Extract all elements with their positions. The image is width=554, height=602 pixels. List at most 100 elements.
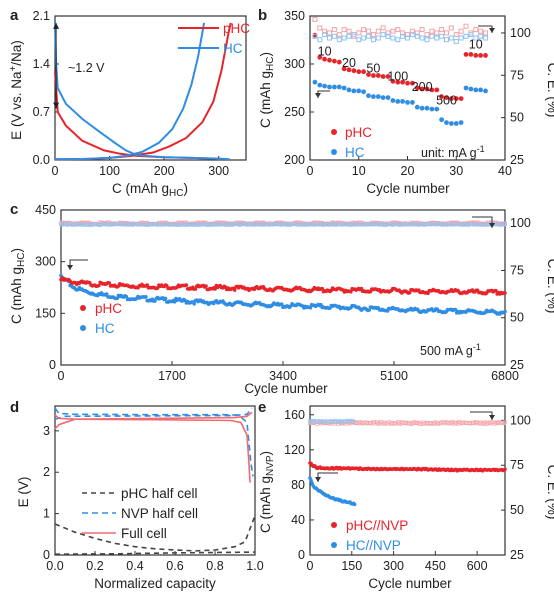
x-tick-label: 0 bbox=[52, 164, 59, 178]
point-hc-ce bbox=[468, 32, 474, 38]
x-tick-label: 1700 bbox=[158, 369, 186, 383]
point-hc-ce bbox=[380, 32, 386, 38]
legend-label-nvp-half-cell: NVP half cell bbox=[121, 506, 198, 521]
legend-label-full-cell: Full cell bbox=[121, 526, 167, 541]
point-hc bbox=[385, 95, 391, 100]
point-hc bbox=[361, 89, 366, 95]
legend-label-hc-b: HC bbox=[345, 145, 365, 160]
point-phc-ce bbox=[483, 30, 488, 36]
point-phc-ce bbox=[453, 32, 459, 38]
point-phc bbox=[165, 283, 169, 288]
point-phc-ce bbox=[409, 28, 415, 34]
x-tick-label: 600 bbox=[467, 559, 488, 573]
panel-letter-b: b bbox=[258, 7, 267, 24]
point-hc-ce bbox=[453, 38, 459, 44]
point-phc-ce bbox=[463, 23, 469, 29]
y-tick-label: 0 bbox=[298, 548, 305, 562]
point-hc bbox=[395, 99, 401, 104]
point-phc-ce bbox=[346, 28, 352, 34]
point-hc-nvp bbox=[309, 478, 313, 483]
point-hc bbox=[341, 85, 347, 91]
rate-annotation-c: 500 mA g-1 bbox=[420, 342, 481, 358]
voltage-gap-arrowhead-top bbox=[53, 22, 60, 29]
point-phc-ce bbox=[434, 30, 440, 36]
x-tick-label: 1.0 bbox=[246, 559, 263, 573]
point-phc bbox=[145, 283, 149, 287]
point-hc-ce bbox=[327, 35, 332, 41]
panel-b-rate-chart: 0 10 20 30 40 200 250 300 350 25 50 75 100 10 20 50 100 2… bbox=[284, 9, 531, 178]
y-right-tick-label: 50 bbox=[510, 503, 524, 517]
ylabel-c: C (mAh gHC) bbox=[9, 248, 27, 324]
series-line-nvp-half-cell-discharge bbox=[54, 407, 254, 477]
xlabel-e: Cycle number bbox=[368, 576, 452, 591]
legend-label-hc-c: HC bbox=[95, 321, 115, 336]
point-phc bbox=[400, 79, 405, 85]
legend-label-hc-nvp: HC//NVP bbox=[346, 538, 401, 553]
y-tick-label: 160 bbox=[284, 408, 305, 422]
point-phc-ce bbox=[419, 27, 425, 33]
point-phc bbox=[390, 78, 396, 84]
y-tick-label: 0.7 bbox=[33, 105, 50, 119]
point-phc-ce bbox=[414, 30, 420, 36]
ce-point-hc bbox=[503, 222, 507, 227]
point-hc-ce bbox=[419, 35, 425, 41]
point-phc-ce bbox=[473, 27, 479, 33]
y-tick-label: 1.4 bbox=[33, 57, 50, 71]
x-tick-label: 30 bbox=[449, 164, 463, 178]
point-phc bbox=[327, 57, 332, 63]
legend-marker-hc-nvp bbox=[331, 542, 337, 548]
panel-d-full-cell-profile-chart: 0.0 0.2 0.4 0.6 0.8 1.0 0 1 2 3 bbox=[43, 405, 264, 573]
point-phc-ce bbox=[385, 30, 391, 36]
point-phc-ce bbox=[395, 27, 401, 33]
point-hc-ce bbox=[473, 35, 479, 41]
point-hc bbox=[308, 305, 313, 310]
point-phc-ce bbox=[327, 30, 332, 36]
point-phc bbox=[405, 80, 410, 86]
rate-label: 100 bbox=[387, 69, 408, 83]
x-tick-label: 0.8 bbox=[206, 559, 223, 573]
point-hc-ce bbox=[312, 33, 318, 39]
ylabel-right-b: C. E. (%) bbox=[545, 63, 554, 118]
point-phc-ce bbox=[390, 28, 396, 34]
point-phc-ce bbox=[361, 27, 367, 33]
point-phc-ce bbox=[405, 32, 410, 38]
point-phc bbox=[407, 290, 412, 295]
point-hc bbox=[463, 85, 469, 91]
y-right-tick-label: 25 bbox=[510, 358, 524, 372]
point-hc-nvp bbox=[352, 502, 357, 507]
point-phc-ce bbox=[331, 27, 337, 33]
point-phc bbox=[361, 69, 366, 75]
point-phc-ce bbox=[380, 25, 386, 31]
point-hc bbox=[449, 121, 454, 126]
panel-letter-e: e bbox=[258, 399, 266, 416]
point-hc bbox=[192, 302, 196, 306]
unit-annotation-b: unit: mA g-1 bbox=[421, 144, 485, 160]
y-right-tick-label: 100 bbox=[510, 216, 531, 230]
point-hc bbox=[473, 87, 479, 93]
point-phc bbox=[155, 286, 160, 290]
point-hc-ce bbox=[336, 37, 342, 43]
point-hc-ce bbox=[463, 33, 469, 39]
rate-label: 10 bbox=[318, 44, 332, 58]
point-hc bbox=[434, 106, 440, 112]
point-hc bbox=[371, 94, 376, 99]
point-phc bbox=[320, 286, 325, 291]
x-tick-label: 450 bbox=[425, 559, 446, 573]
point-phc bbox=[332, 58, 337, 64]
voltage-gap-arrowhead-bottom bbox=[53, 102, 60, 109]
point-hc-ce bbox=[395, 37, 401, 43]
point-phc-nvp bbox=[503, 467, 507, 472]
point-phc bbox=[439, 94, 444, 99]
x-tick-label: 0.0 bbox=[46, 559, 63, 573]
point-hc bbox=[453, 121, 459, 126]
rate-label: 200 bbox=[412, 80, 433, 94]
point-hc-ce bbox=[322, 32, 328, 38]
x-tick-label: 0.6 bbox=[166, 559, 183, 573]
y-tick-label: 0 bbox=[43, 548, 50, 562]
point-hc bbox=[163, 296, 168, 301]
x-tick-label: 6800 bbox=[491, 369, 519, 383]
point-hc-ce bbox=[351, 32, 357, 38]
point-phc-ce bbox=[424, 32, 430, 38]
point-phc bbox=[356, 69, 362, 75]
point-hc bbox=[279, 302, 284, 307]
